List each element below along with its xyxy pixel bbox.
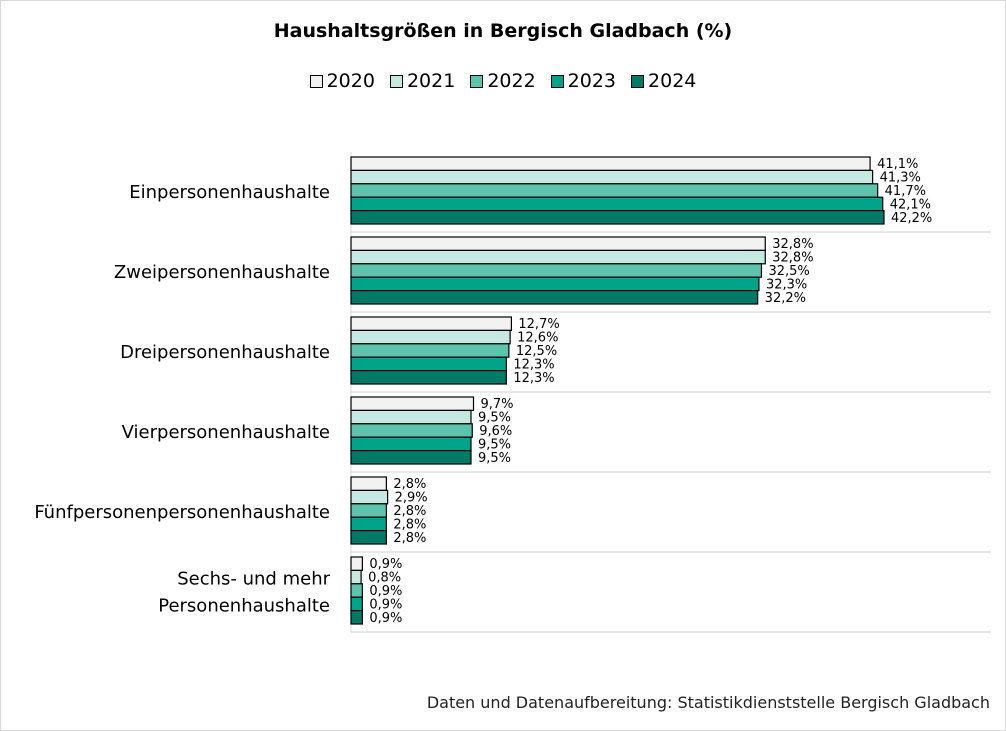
data-label: 9,6% [479,424,512,439]
legend-item-2020: 2020 [309,70,375,92]
legend-label: 2020 [326,70,375,92]
category-label: Vierpersonenhaushalte [122,422,330,443]
bar-2024 [350,529,387,545]
category-label: Sechs- und mehr [177,569,330,590]
category-label: Fünfpersonenpersonenhaushalte [34,502,330,523]
bar-2021 [350,249,766,265]
legend-label: 2021 [406,70,456,92]
chart-legend: 2020 2021 2022 2023 2024 [0,70,1006,92]
bar-2024 [350,450,472,465]
bar-2021 [350,489,389,505]
category-label: Personenhaushalte [158,596,330,617]
category-label: Einpersonenhaushalte [129,182,330,203]
bar-2024 [350,370,507,385]
legend-item-2023: 2023 [550,70,617,92]
bar-2021 [350,329,511,345]
data-label: 2,8% [393,517,426,532]
data-label: 9,7% [481,397,514,412]
legend-label: 2023 [567,70,617,92]
legend-label: 2024 [648,70,697,92]
bar-2020 [350,556,363,571]
legend-item-2024: 2024 [631,70,696,92]
data-label: 0,9% [369,557,402,572]
data-label: 12,3% [513,371,554,386]
chart-title: Haushaltsgrößen in Bergisch Gladbach (%) [273,20,733,42]
data-label: 32,8% [772,251,813,266]
bar-2022 [350,503,387,518]
bar-2020 [350,396,475,411]
data-label: 32,2% [765,291,806,306]
data-label: 2,8% [393,477,426,492]
legend-swatch [309,74,323,88]
data-label: 32,5% [768,264,809,279]
bar-2020 [350,476,387,491]
data-label: 0,9% [369,584,402,599]
data-label: 12,5% [516,344,557,359]
data-label: 0,9% [369,611,402,626]
bar-2022 [350,423,473,438]
data-label: 2,9% [395,491,428,506]
bar-2024 [350,609,363,625]
data-label: 12,6% [517,331,558,346]
bar-2023 [350,276,760,292]
data-label: 12,7% [518,317,559,332]
legend-item-2021: 2021 [389,70,456,92]
bar-2021 [350,569,362,585]
source-footer: Daten und Datenaufbereitung: Statistikdi… [426,693,990,712]
bar-2023 [350,196,884,212]
category-label: Zweipersonenhaushalte [114,262,330,283]
bar-2023 [350,596,363,612]
data-label: 9,5% [478,411,511,426]
data-label: 41,1% [877,157,918,172]
bar-2022 [350,583,363,598]
data-label: 2,8% [393,504,426,519]
data-label: 0,8% [368,571,401,586]
data-label: 9,5% [478,437,511,452]
data-label: 9,5% [478,451,511,466]
data-label: 42,2% [891,211,932,226]
data-label: 41,3% [880,171,921,186]
bar-2020 [350,156,871,171]
bar-2024 [350,210,885,225]
bar-2023 [350,516,387,532]
data-label: 42,1% [890,197,931,212]
legend-swatch [389,74,403,88]
data-label: 41,7% [885,184,926,199]
legend-item-2022: 2022 [470,70,536,92]
bar-2021 [350,409,472,425]
bar-2021 [350,169,874,185]
bar-2023 [350,436,472,452]
data-label: 12,3% [513,357,554,372]
bar-2024 [350,290,759,305]
bar-2022 [350,343,510,358]
legend-label: 2022 [487,70,536,92]
bar-2020 [350,236,766,251]
legend-swatch [550,74,564,88]
bar-2022 [350,183,879,198]
bar-2022 [350,263,763,278]
bar-2023 [350,356,507,372]
data-label: 0,9% [369,597,402,612]
data-label: 32,8% [772,237,813,252]
legend-swatch [631,74,645,88]
bar-2020 [350,316,513,331]
legend-swatch [470,74,484,88]
data-label: 32,3% [766,277,807,292]
data-label: 2,8% [393,531,426,546]
category-label: Dreipersonenhaushalte [120,342,330,363]
